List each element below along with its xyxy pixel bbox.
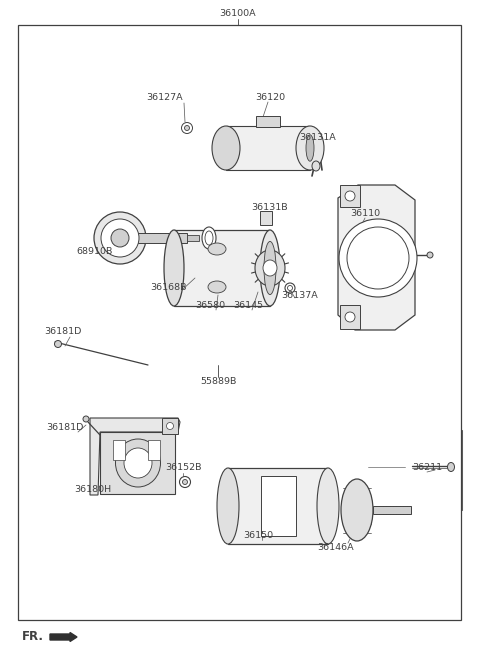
Bar: [187, 235, 199, 241]
Ellipse shape: [347, 227, 409, 289]
Ellipse shape: [317, 468, 339, 544]
Ellipse shape: [447, 462, 455, 472]
Bar: [113, 440, 125, 460]
Ellipse shape: [264, 241, 276, 295]
Ellipse shape: [260, 230, 280, 306]
Text: 36145: 36145: [233, 300, 263, 310]
Text: 36131B: 36131B: [252, 203, 288, 211]
Ellipse shape: [345, 312, 355, 322]
Ellipse shape: [345, 191, 355, 201]
Ellipse shape: [263, 260, 277, 276]
Ellipse shape: [208, 281, 226, 293]
Bar: [174, 230, 270, 306]
Ellipse shape: [285, 283, 295, 293]
Ellipse shape: [55, 340, 61, 348]
Ellipse shape: [101, 219, 139, 257]
Ellipse shape: [208, 243, 226, 255]
FancyArrow shape: [50, 632, 77, 642]
Text: 36150: 36150: [243, 531, 273, 539]
Text: 36131A: 36131A: [300, 134, 336, 142]
Ellipse shape: [427, 252, 433, 258]
Text: 55889B: 55889B: [200, 377, 236, 386]
Ellipse shape: [83, 416, 89, 422]
Ellipse shape: [182, 480, 188, 485]
Ellipse shape: [306, 134, 314, 161]
Ellipse shape: [341, 479, 373, 541]
Ellipse shape: [124, 448, 152, 478]
Text: 36146A: 36146A: [318, 544, 354, 552]
Bar: [100, 432, 175, 494]
Text: 36180H: 36180H: [74, 485, 111, 495]
Bar: [158, 415, 448, 613]
Text: 36100A: 36100A: [220, 9, 256, 18]
Ellipse shape: [202, 227, 216, 249]
Polygon shape: [338, 185, 415, 330]
Text: 36120: 36120: [255, 92, 285, 102]
Bar: [261, 476, 296, 536]
Bar: [405, 430, 462, 510]
Ellipse shape: [288, 285, 292, 291]
Ellipse shape: [312, 161, 320, 171]
Bar: [256, 116, 280, 127]
Ellipse shape: [181, 123, 192, 134]
Text: 68910B: 68910B: [77, 247, 113, 256]
Text: 36152B: 36152B: [165, 464, 201, 472]
Ellipse shape: [164, 230, 184, 306]
Ellipse shape: [167, 422, 173, 430]
Text: 36580: 36580: [195, 300, 225, 310]
Ellipse shape: [111, 229, 129, 247]
Ellipse shape: [339, 219, 417, 297]
Bar: [260, 211, 272, 225]
Text: 36168B: 36168B: [150, 283, 186, 293]
Ellipse shape: [296, 126, 324, 170]
Ellipse shape: [217, 468, 239, 544]
Ellipse shape: [116, 439, 160, 487]
Bar: [340, 305, 360, 329]
Bar: [340, 185, 360, 207]
Bar: [55, 60, 355, 365]
Ellipse shape: [94, 212, 146, 264]
Text: 36181D: 36181D: [44, 327, 82, 337]
Ellipse shape: [212, 126, 240, 170]
Bar: [129, 233, 187, 243]
Ellipse shape: [255, 250, 285, 286]
Text: 36211: 36211: [412, 464, 442, 472]
Bar: [226, 126, 310, 170]
Ellipse shape: [205, 231, 213, 245]
Text: 36137A: 36137A: [282, 291, 318, 300]
Bar: [228, 468, 328, 544]
Bar: [162, 418, 178, 434]
Ellipse shape: [180, 476, 191, 487]
Bar: [373, 506, 411, 514]
Polygon shape: [90, 418, 180, 495]
Ellipse shape: [184, 125, 190, 131]
Text: 36181D: 36181D: [46, 424, 84, 432]
Text: 36127A: 36127A: [147, 94, 183, 102]
Bar: [148, 440, 160, 460]
Text: FR.: FR.: [22, 630, 44, 644]
Text: 36110: 36110: [350, 209, 380, 218]
